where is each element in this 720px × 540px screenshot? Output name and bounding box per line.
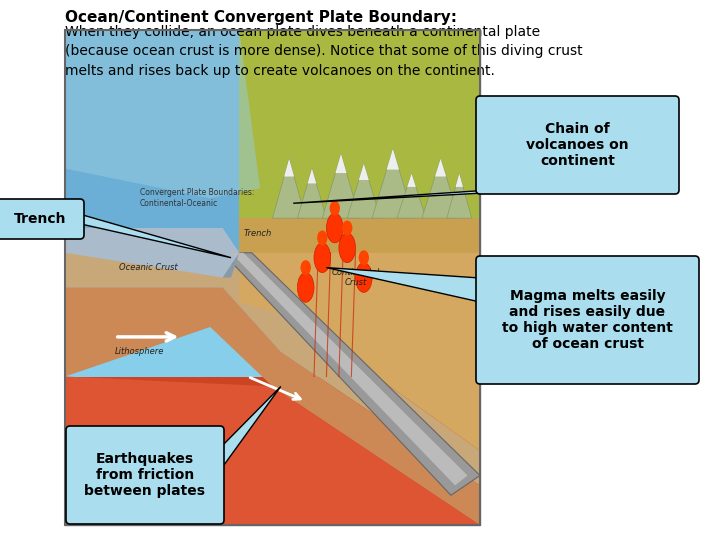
- Text: When they collide, an ocean plate dives beneath a continental plate
(because oce: When they collide, an ocean plate dives …: [65, 25, 582, 78]
- Polygon shape: [231, 253, 467, 485]
- Polygon shape: [65, 228, 239, 278]
- Polygon shape: [422, 159, 459, 218]
- FancyBboxPatch shape: [476, 256, 699, 384]
- Bar: [65, 30, 480, 525]
- Bar: [65, 30, 480, 525]
- Polygon shape: [336, 154, 346, 173]
- Text: Lithosphere: Lithosphere: [114, 347, 164, 356]
- Polygon shape: [293, 190, 540, 203]
- Polygon shape: [387, 149, 399, 170]
- Text: Trench: Trench: [243, 229, 271, 238]
- Ellipse shape: [317, 231, 328, 245]
- Polygon shape: [435, 159, 446, 177]
- Ellipse shape: [339, 233, 356, 262]
- Polygon shape: [239, 253, 480, 451]
- Polygon shape: [239, 30, 480, 218]
- FancyBboxPatch shape: [476, 96, 679, 194]
- Polygon shape: [284, 159, 294, 177]
- Polygon shape: [220, 387, 281, 470]
- Ellipse shape: [330, 201, 340, 215]
- Polygon shape: [222, 253, 480, 495]
- Ellipse shape: [342, 220, 352, 235]
- Polygon shape: [359, 164, 369, 180]
- Polygon shape: [65, 287, 480, 525]
- Polygon shape: [80, 214, 231, 258]
- Ellipse shape: [297, 273, 314, 302]
- Polygon shape: [272, 159, 306, 218]
- Polygon shape: [323, 154, 360, 218]
- Polygon shape: [408, 173, 416, 187]
- Text: Chain of
volcanoes on
continent: Chain of volcanoes on continent: [526, 122, 629, 168]
- Text: Earthquakes
from friction
between plates: Earthquakes from friction between plates: [84, 452, 205, 498]
- Bar: [65, 376, 480, 525]
- Polygon shape: [307, 168, 316, 184]
- FancyBboxPatch shape: [66, 426, 224, 524]
- Ellipse shape: [359, 250, 369, 265]
- Polygon shape: [297, 168, 326, 218]
- Text: Convergent Plate Boundaries:
Continental-Oceanic: Convergent Plate Boundaries: Continental…: [140, 188, 254, 208]
- Polygon shape: [65, 30, 260, 198]
- Text: Magma melts easily
and rises easily due
to high water content
of ocean crust: Magma melts easily and rises easily due …: [502, 289, 673, 352]
- Polygon shape: [222, 253, 239, 278]
- Polygon shape: [372, 149, 413, 218]
- Polygon shape: [65, 376, 480, 525]
- FancyBboxPatch shape: [0, 199, 84, 239]
- Polygon shape: [326, 268, 480, 302]
- Polygon shape: [397, 173, 426, 218]
- Polygon shape: [447, 173, 472, 218]
- Text: Ocean/Continent Convergent Plate Boundary:: Ocean/Continent Convergent Plate Boundar…: [65, 10, 457, 25]
- Polygon shape: [456, 173, 463, 187]
- Text: Trench: Trench: [14, 212, 66, 226]
- Ellipse shape: [300, 260, 311, 275]
- Polygon shape: [65, 253, 480, 485]
- Ellipse shape: [356, 262, 372, 292]
- Polygon shape: [347, 164, 380, 218]
- Ellipse shape: [326, 213, 343, 243]
- Polygon shape: [239, 218, 480, 253]
- Ellipse shape: [314, 243, 330, 273]
- Polygon shape: [65, 30, 272, 253]
- Text: Continental
Crust: Continental Crust: [331, 268, 379, 287]
- Text: Oceanic Crust: Oceanic Crust: [119, 263, 177, 272]
